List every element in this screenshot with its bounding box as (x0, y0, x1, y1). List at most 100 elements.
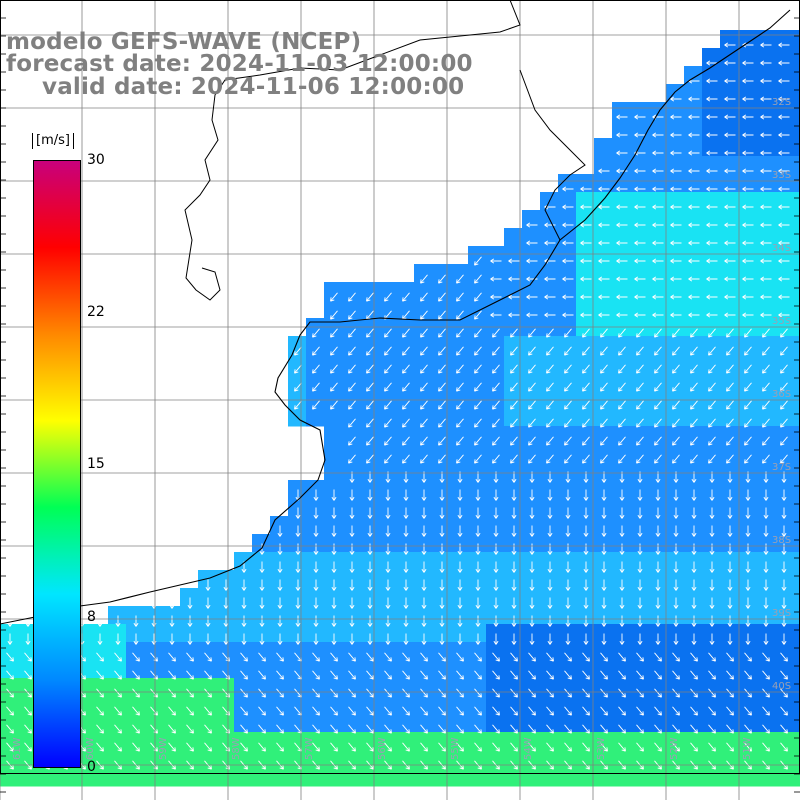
ocean-cell (594, 444, 613, 463)
ocean-cell (180, 678, 199, 697)
wind-arrow (690, 418, 698, 428)
wind-arrow (420, 454, 428, 464)
wind-arrow (456, 310, 464, 320)
ocean-cell (648, 714, 667, 733)
ocean-cell (522, 678, 541, 697)
ocean-cell (594, 174, 613, 193)
wind-arrow (600, 454, 608, 464)
wind-arrow (565, 615, 571, 627)
wind-arrow (474, 688, 482, 698)
wind-arrow (654, 652, 662, 662)
ocean-cell (576, 642, 595, 661)
ocean-cell (540, 390, 559, 409)
wind-arrow (24, 688, 32, 698)
ocean-cell (0, 678, 19, 697)
wind-arrow (564, 652, 572, 662)
ocean-cell (378, 732, 397, 751)
ocean-cell (342, 534, 361, 553)
ocean-cell (486, 498, 505, 517)
ocean-cell (720, 246, 739, 265)
ocean-cell (306, 372, 325, 391)
wind-arrow (762, 418, 770, 428)
ocean-cell (576, 282, 595, 301)
wind-arrow (673, 507, 679, 519)
ocean-cell (756, 624, 775, 643)
ocean-cell (648, 624, 667, 643)
ocean-cell (576, 732, 595, 751)
ocean-cell (414, 606, 433, 625)
ocean-cell (396, 498, 415, 517)
ocean-cell (648, 498, 667, 517)
ocean-cell (738, 84, 757, 103)
ocean-cell (198, 642, 217, 661)
ocean-cell (702, 534, 721, 553)
wind-arrow (384, 652, 392, 662)
ocean-cell (684, 264, 703, 283)
ocean-cell (342, 714, 361, 733)
wind-arrow (547, 561, 553, 573)
wind-arrow (276, 688, 284, 698)
wind-arrow (510, 400, 518, 410)
ocean-cell (774, 300, 793, 319)
ocean-cell (342, 480, 361, 499)
ocean-cell (720, 480, 739, 499)
wind-arrow (654, 400, 662, 410)
wind-arrow (636, 688, 644, 698)
ocean-cell (594, 372, 613, 391)
ocean-cell (648, 516, 667, 535)
ocean-cell (324, 534, 343, 553)
wind-arrow (187, 633, 193, 645)
ocean-cell (162, 696, 181, 715)
ocean-cell (630, 156, 649, 175)
wind-arrow (673, 543, 679, 555)
ocean-cell (720, 282, 739, 301)
wind-arrow (438, 670, 446, 680)
wind-arrow (420, 328, 428, 338)
ocean-cell (144, 678, 163, 697)
wind-arrow (619, 579, 625, 591)
ocean-cell (756, 534, 775, 553)
wind-arrow (708, 652, 716, 662)
ocean-cell (576, 552, 595, 571)
ocean-cell (738, 642, 757, 661)
wind-arrow (565, 579, 571, 591)
ocean-cell (522, 570, 541, 589)
ocean-cell (342, 552, 361, 571)
wind-arrow (562, 222, 574, 228)
wind-arrow (637, 543, 643, 555)
wind-arrow (778, 78, 790, 84)
ocean-cell (450, 426, 469, 445)
ocean-cell (414, 642, 433, 661)
ocean-cell (342, 768, 361, 787)
ocean-cell (0, 660, 19, 679)
ocean-cell (486, 408, 505, 427)
ocean-cell (414, 588, 433, 607)
wind-arrow (672, 706, 680, 716)
ocean-cell (324, 660, 343, 679)
wind-arrow (526, 240, 538, 246)
wind-arrow (636, 742, 644, 752)
wind-arrow (618, 670, 626, 680)
wind-arrow (510, 454, 518, 464)
ocean-cell (522, 426, 541, 445)
ocean-cell (378, 372, 397, 391)
wind-arrow (547, 597, 553, 609)
ocean-cell (360, 768, 379, 787)
ocean-cell (576, 534, 595, 553)
ocean-cell (594, 408, 613, 427)
ocean-cell (450, 714, 469, 733)
ocean-cell (630, 714, 649, 733)
wind-arrow (349, 579, 355, 591)
ocean-cell (432, 714, 451, 733)
wind-arrow (742, 294, 754, 300)
ocean-cell (648, 156, 667, 175)
ocean-cell (774, 642, 793, 661)
ocean-cell (162, 768, 181, 787)
wind-arrow (510, 382, 518, 392)
wind-arrow (474, 418, 482, 428)
ocean-cell (252, 732, 271, 751)
ocean-cell (720, 696, 739, 715)
ocean-cell (576, 660, 595, 679)
ocean-cell (738, 624, 757, 643)
ocean-cell (378, 750, 397, 769)
